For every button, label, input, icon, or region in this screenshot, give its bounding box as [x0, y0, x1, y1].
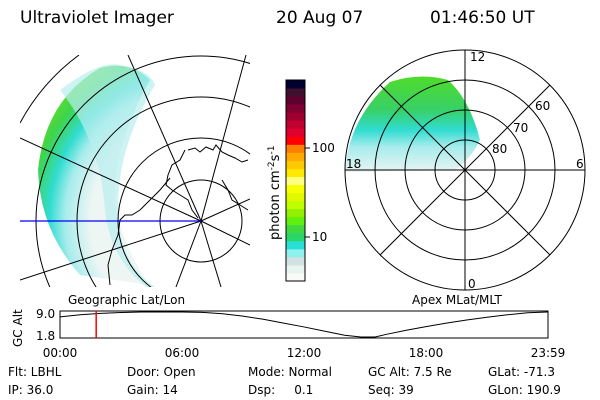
colorbar-swatch: [286, 264, 305, 274]
status-glat: GLat: -71.3: [488, 365, 555, 379]
colorbar-swatch: [286, 136, 305, 145]
colorbar-swatch: [286, 208, 305, 218]
x-tick-label: 06:00: [165, 346, 200, 360]
colorbar-swatch: [286, 104, 305, 113]
mlt-label-12: 12: [470, 50, 485, 64]
left-panel-label: Geographic Lat/Lon: [68, 293, 185, 307]
magnetic-polar-plot: 12 6 0 18 80 70 60: [344, 49, 586, 291]
colorbar-tick-10: 10: [312, 230, 327, 244]
outer-latitude-arc: [20, 55, 80, 124]
coastline: [107, 144, 249, 286]
colorbar-tick-100: 100: [312, 141, 335, 155]
lat-label-60: 60: [535, 99, 550, 113]
status-filter: Flt: LBHL: [8, 365, 62, 379]
colorbar-swatch: [286, 152, 305, 161]
mlt-label-6: 6: [576, 157, 584, 171]
colorbar-swatch: [286, 200, 305, 210]
auroral-oval-image-mlt: [345, 76, 480, 172]
colorbar-swatch: [286, 232, 305, 242]
y-axis-label: GC Alt: [11, 309, 25, 347]
colorbar-swatch: [286, 176, 305, 186]
mlt-label-0: 0: [468, 277, 476, 291]
colorbar-swatch: [286, 88, 305, 97]
colorbar: [285, 79, 310, 282]
status-glon: GLon: 190.9: [488, 383, 561, 397]
colorbar-swatch: [286, 120, 305, 129]
status-gain: Gain: 14: [127, 383, 178, 397]
colorbar-swatch: [286, 168, 305, 177]
status-seq: Seq: 39: [368, 383, 414, 397]
geographic-map: [20, 55, 250, 287]
colorbar-swatch: [286, 112, 305, 121]
y-tick-max: 9.0: [36, 307, 55, 321]
status-ip: IP: 36.0: [8, 383, 54, 397]
status-mode: Mode: Normal: [248, 365, 332, 379]
colorbar-swatch: [286, 144, 305, 153]
gc-alt-plot: GC Alt 9.0 1.8 00:00 06:00 12:00 18:00 23:59: [11, 307, 565, 360]
time-label: 01:46:50 UT: [430, 8, 535, 28]
colorbar-swatch: [286, 272, 305, 282]
lat-label-70: 70: [513, 121, 528, 135]
gc-alt-series-line: [59, 311, 549, 338]
colorbar-swatch: [286, 216, 305, 226]
colorbar-swatch: [286, 160, 305, 169]
instrument-title: Ultraviolet Imager: [20, 8, 174, 28]
lat-label-80: 80: [492, 142, 507, 156]
colorbar-swatch: [286, 240, 305, 250]
x-tick-label: 23:59: [531, 346, 566, 360]
x-tick-label: 18:00: [409, 346, 444, 360]
x-tick-label: 12:00: [287, 346, 322, 360]
x-tick-label: 00:00: [43, 346, 78, 360]
colorbar-swatch: [286, 192, 305, 202]
colorbar-swatch: [286, 128, 305, 137]
colorbar-swatch: [286, 248, 305, 258]
status-gc-alt: GC Alt: 7.5 Re: [368, 365, 452, 379]
colorbar-swatch: [286, 224, 305, 234]
right-panel-label: Apex MLat/MLT: [412, 293, 502, 307]
status-dsp: Dsp: 0.1: [248, 383, 314, 397]
colorbar-unit-label: photon cm-2s-1: [267, 146, 283, 240]
colorbar-swatch: [286, 184, 305, 194]
colorbar-swatch: [286, 256, 305, 266]
colorbar-swatch: [286, 80, 305, 89]
mlt-label-18: 18: [346, 157, 361, 171]
colorbar-frame: [285, 79, 306, 282]
status-door: Door: Open: [127, 365, 196, 379]
date-label: 20 Aug 07: [276, 8, 364, 28]
y-tick-min: 1.8: [36, 329, 55, 343]
colorbar-swatch: [286, 96, 305, 105]
